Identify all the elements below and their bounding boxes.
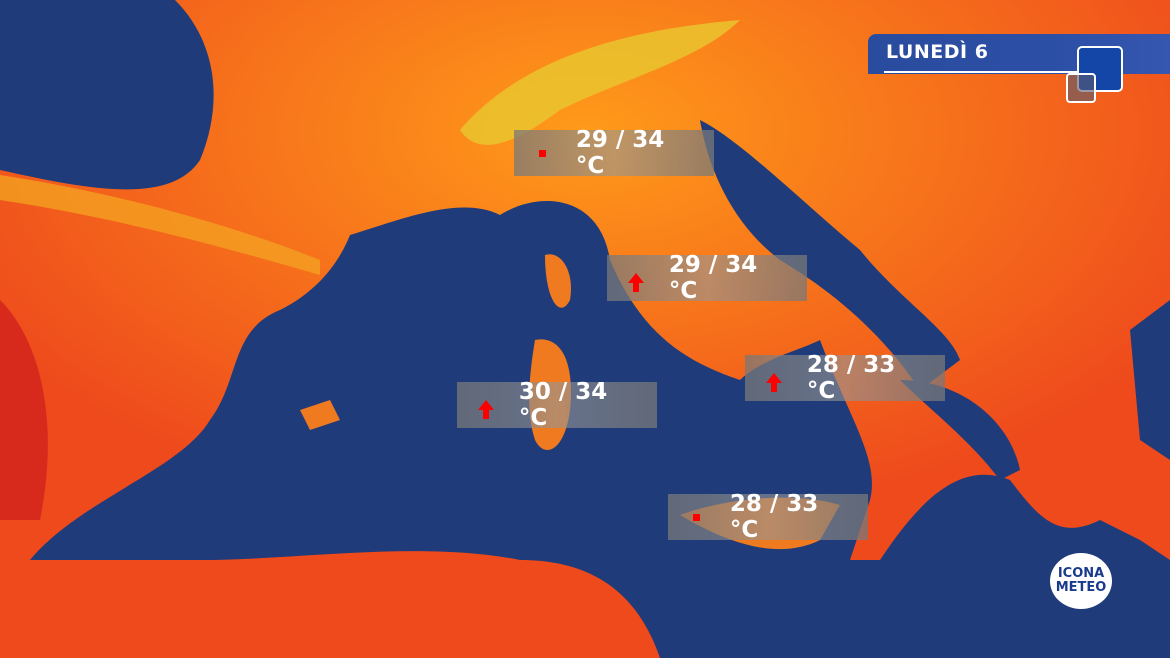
temp-range: 29 / 34 °C: [668, 252, 758, 304]
warm-band: [0, 175, 320, 275]
temperature-label-sardinia: 30 / 34 °C: [457, 379, 657, 431]
temp-range: 28 / 33 °C: [806, 352, 896, 404]
stable-trend-icon: [693, 513, 701, 521]
arrow-up-icon: [477, 400, 494, 419]
logo-text: METEO: [1055, 580, 1107, 595]
temperature-label-center: 29 / 34 °C: [607, 252, 807, 304]
logo-square-icon: [1066, 73, 1096, 103]
temp-range: 29 / 34 °C: [575, 127, 665, 179]
temperature-label-sicily: 28 / 33 °C: [668, 491, 868, 543]
alps-area: [460, 20, 740, 145]
iconameteo-logo: ICONA METEO: [1050, 553, 1112, 609]
hot-area: [0, 300, 48, 520]
temperature-label-north: 29 / 34 °C: [514, 127, 714, 179]
divider: [884, 71, 1080, 73]
logo-text: ICONA: [1057, 566, 1105, 581]
day-title: LUNEDÌ 6: [886, 41, 989, 63]
temp-range: 30 / 34 °C: [518, 379, 608, 431]
arrow-up-icon: [627, 273, 644, 292]
stable-trend-icon: [539, 149, 547, 157]
temp-range: 28 / 33 °C: [729, 491, 819, 543]
temperature-label-south: 28 / 33 °C: [745, 352, 945, 404]
arrow-up-icon: [765, 373, 782, 392]
